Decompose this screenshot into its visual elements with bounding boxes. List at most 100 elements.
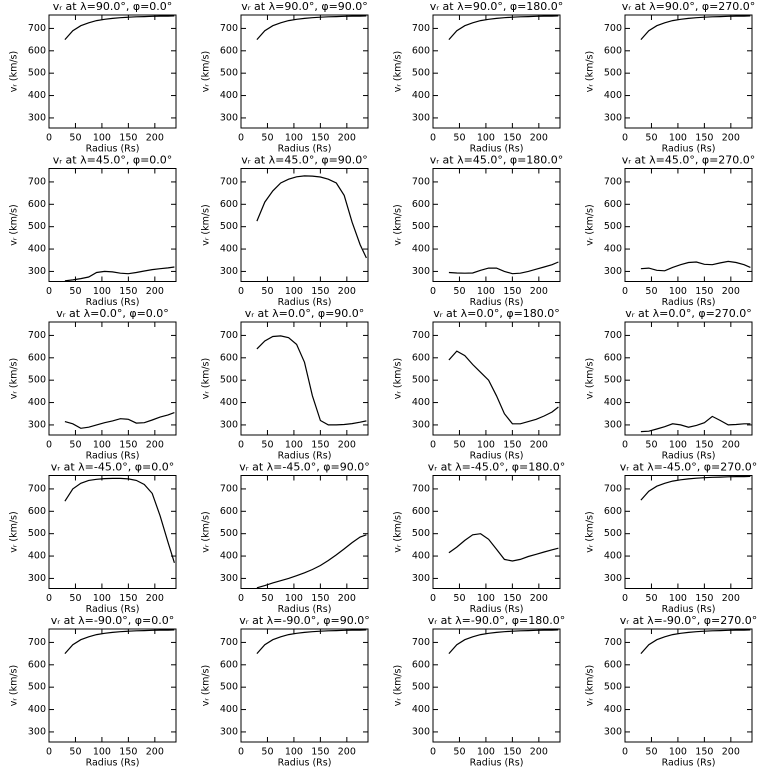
line — [64, 266, 175, 282]
x-tick-label: 150 — [503, 440, 521, 451]
y-tick-label: 300 — [220, 266, 238, 277]
x-axis-label: Radius (Rs) — [278, 297, 332, 308]
y-tick-label: 500 — [412, 528, 430, 539]
x-tick-label: 50 — [645, 593, 657, 604]
x-tick-label: 50 — [453, 593, 465, 604]
x-axis-label: Radius (Rs) — [278, 451, 332, 462]
y-tick-label: 600 — [28, 352, 46, 363]
x-tick-label: 0 — [46, 286, 52, 297]
plot-frame — [624, 168, 753, 282]
x-axis-label: Radius (Rs) — [662, 604, 716, 615]
plot-frame — [48, 168, 177, 282]
x-axis-label: Radius (Rs) — [470, 451, 524, 462]
y-tick-label: 500 — [412, 68, 430, 79]
y-tick-label: 300 — [412, 573, 430, 584]
x-tick-label: 50 — [261, 286, 273, 297]
y-tick-label: 300 — [28, 266, 46, 277]
x-tick-label: 150 — [311, 133, 329, 144]
x-axis-label: Radius (Rs) — [662, 297, 716, 308]
x-tick-label: 100 — [285, 286, 303, 297]
x-tick-label: 150 — [503, 133, 521, 144]
line — [256, 15, 367, 40]
y-tick-label: 700 — [412, 23, 430, 34]
x-tick-label: 200 — [722, 133, 740, 144]
y-tick-label: 600 — [220, 199, 238, 210]
x-tick-label: 50 — [69, 286, 81, 297]
y-tick-label: 300 — [412, 112, 430, 123]
x-tick-label: 0 — [430, 747, 436, 758]
y-tick-label: 600 — [220, 352, 238, 363]
x-axis-label: Radius (Rs) — [662, 144, 716, 155]
x-tick-label: 0 — [430, 440, 436, 451]
x-tick-label: 150 — [119, 286, 137, 297]
x-tick-label: 100 — [285, 440, 303, 451]
y-tick-label: 500 — [604, 682, 622, 693]
y-tick-label: 700 — [412, 637, 430, 648]
x-tick-label: 150 — [119, 747, 137, 758]
x-tick-label: 0 — [622, 747, 628, 758]
x-tick-label: 50 — [69, 747, 81, 758]
x-tick-label: 50 — [261, 133, 273, 144]
y-tick-label: 300 — [220, 419, 238, 430]
y-axis-label: vᵣ (km/s) — [585, 665, 596, 706]
chart-title: vᵣ at λ=90.0°, φ=0.0° — [53, 0, 173, 13]
y-tick-label: 400 — [220, 244, 238, 255]
x-tick-label: 200 — [146, 440, 164, 451]
x-axis-label: Radius (Rs) — [662, 758, 716, 768]
x-tick-label: 50 — [453, 440, 465, 451]
y-tick-label: 500 — [220, 221, 238, 232]
line — [640, 260, 751, 272]
x-tick-label: 100 — [93, 133, 111, 144]
line — [64, 477, 175, 563]
x-tick-label: 100 — [477, 593, 495, 604]
line — [64, 412, 175, 429]
plot-frame — [48, 321, 177, 436]
y-tick-label: 600 — [412, 199, 430, 210]
x-axis-label: Radius (Rs) — [86, 144, 140, 155]
x-axis-label: Radius (Rs) — [470, 604, 524, 615]
x-tick-label: 200 — [146, 286, 164, 297]
x-axis-label: Radius (Rs) — [278, 144, 332, 155]
chart-title: vᵣ at λ=0.0°, φ=90.0° — [245, 307, 365, 320]
y-tick-label: 600 — [412, 506, 430, 517]
x-tick-label: 150 — [311, 440, 329, 451]
y-tick-label: 300 — [28, 419, 46, 430]
y-axis-label: vᵣ (km/s) — [201, 511, 212, 552]
plot-frame — [432, 168, 561, 282]
chart-title: vᵣ at λ=0.0°, φ=180.0° — [433, 307, 560, 320]
y-tick-label: 500 — [604, 528, 622, 539]
y-tick-label: 500 — [412, 375, 430, 386]
y-tick-label: 700 — [28, 23, 46, 34]
plot-frame — [432, 628, 561, 743]
y-tick-label: 600 — [604, 45, 622, 56]
x-tick-label: 200 — [146, 747, 164, 758]
x-axis-label: Radius (Rs) — [86, 758, 140, 768]
y-tick-label: 300 — [220, 573, 238, 584]
x-axis-label: Radius (Rs) — [86, 451, 140, 462]
line — [256, 175, 367, 259]
y-axis-label: vᵣ (km/s) — [393, 358, 404, 399]
plot-frame — [48, 475, 177, 589]
y-tick-label: 700 — [220, 330, 238, 341]
x-tick-label: 150 — [503, 593, 521, 604]
chart-title: vᵣ at λ=45.0°, φ=90.0° — [241, 154, 368, 167]
plot-frame — [624, 14, 753, 129]
y-tick-label: 500 — [220, 375, 238, 386]
y-tick-label: 500 — [412, 682, 430, 693]
x-tick-label: 100 — [669, 440, 687, 451]
y-axis-label: vᵣ (km/s) — [9, 665, 20, 706]
x-tick-label: 200 — [338, 440, 356, 451]
line — [640, 629, 751, 654]
line — [64, 15, 175, 40]
y-tick-label: 400 — [604, 551, 622, 562]
line — [256, 629, 367, 654]
y-tick-label: 300 — [604, 266, 622, 277]
x-tick-label: 50 — [645, 286, 657, 297]
chart-title: vᵣ at λ=-45.0°, φ=180.0° — [428, 461, 566, 474]
plot-frame — [48, 628, 177, 743]
y-tick-label: 600 — [28, 45, 46, 56]
x-tick-label: 150 — [695, 440, 713, 451]
plot-frame — [240, 168, 369, 282]
y-axis-label: vᵣ (km/s) — [393, 51, 404, 92]
